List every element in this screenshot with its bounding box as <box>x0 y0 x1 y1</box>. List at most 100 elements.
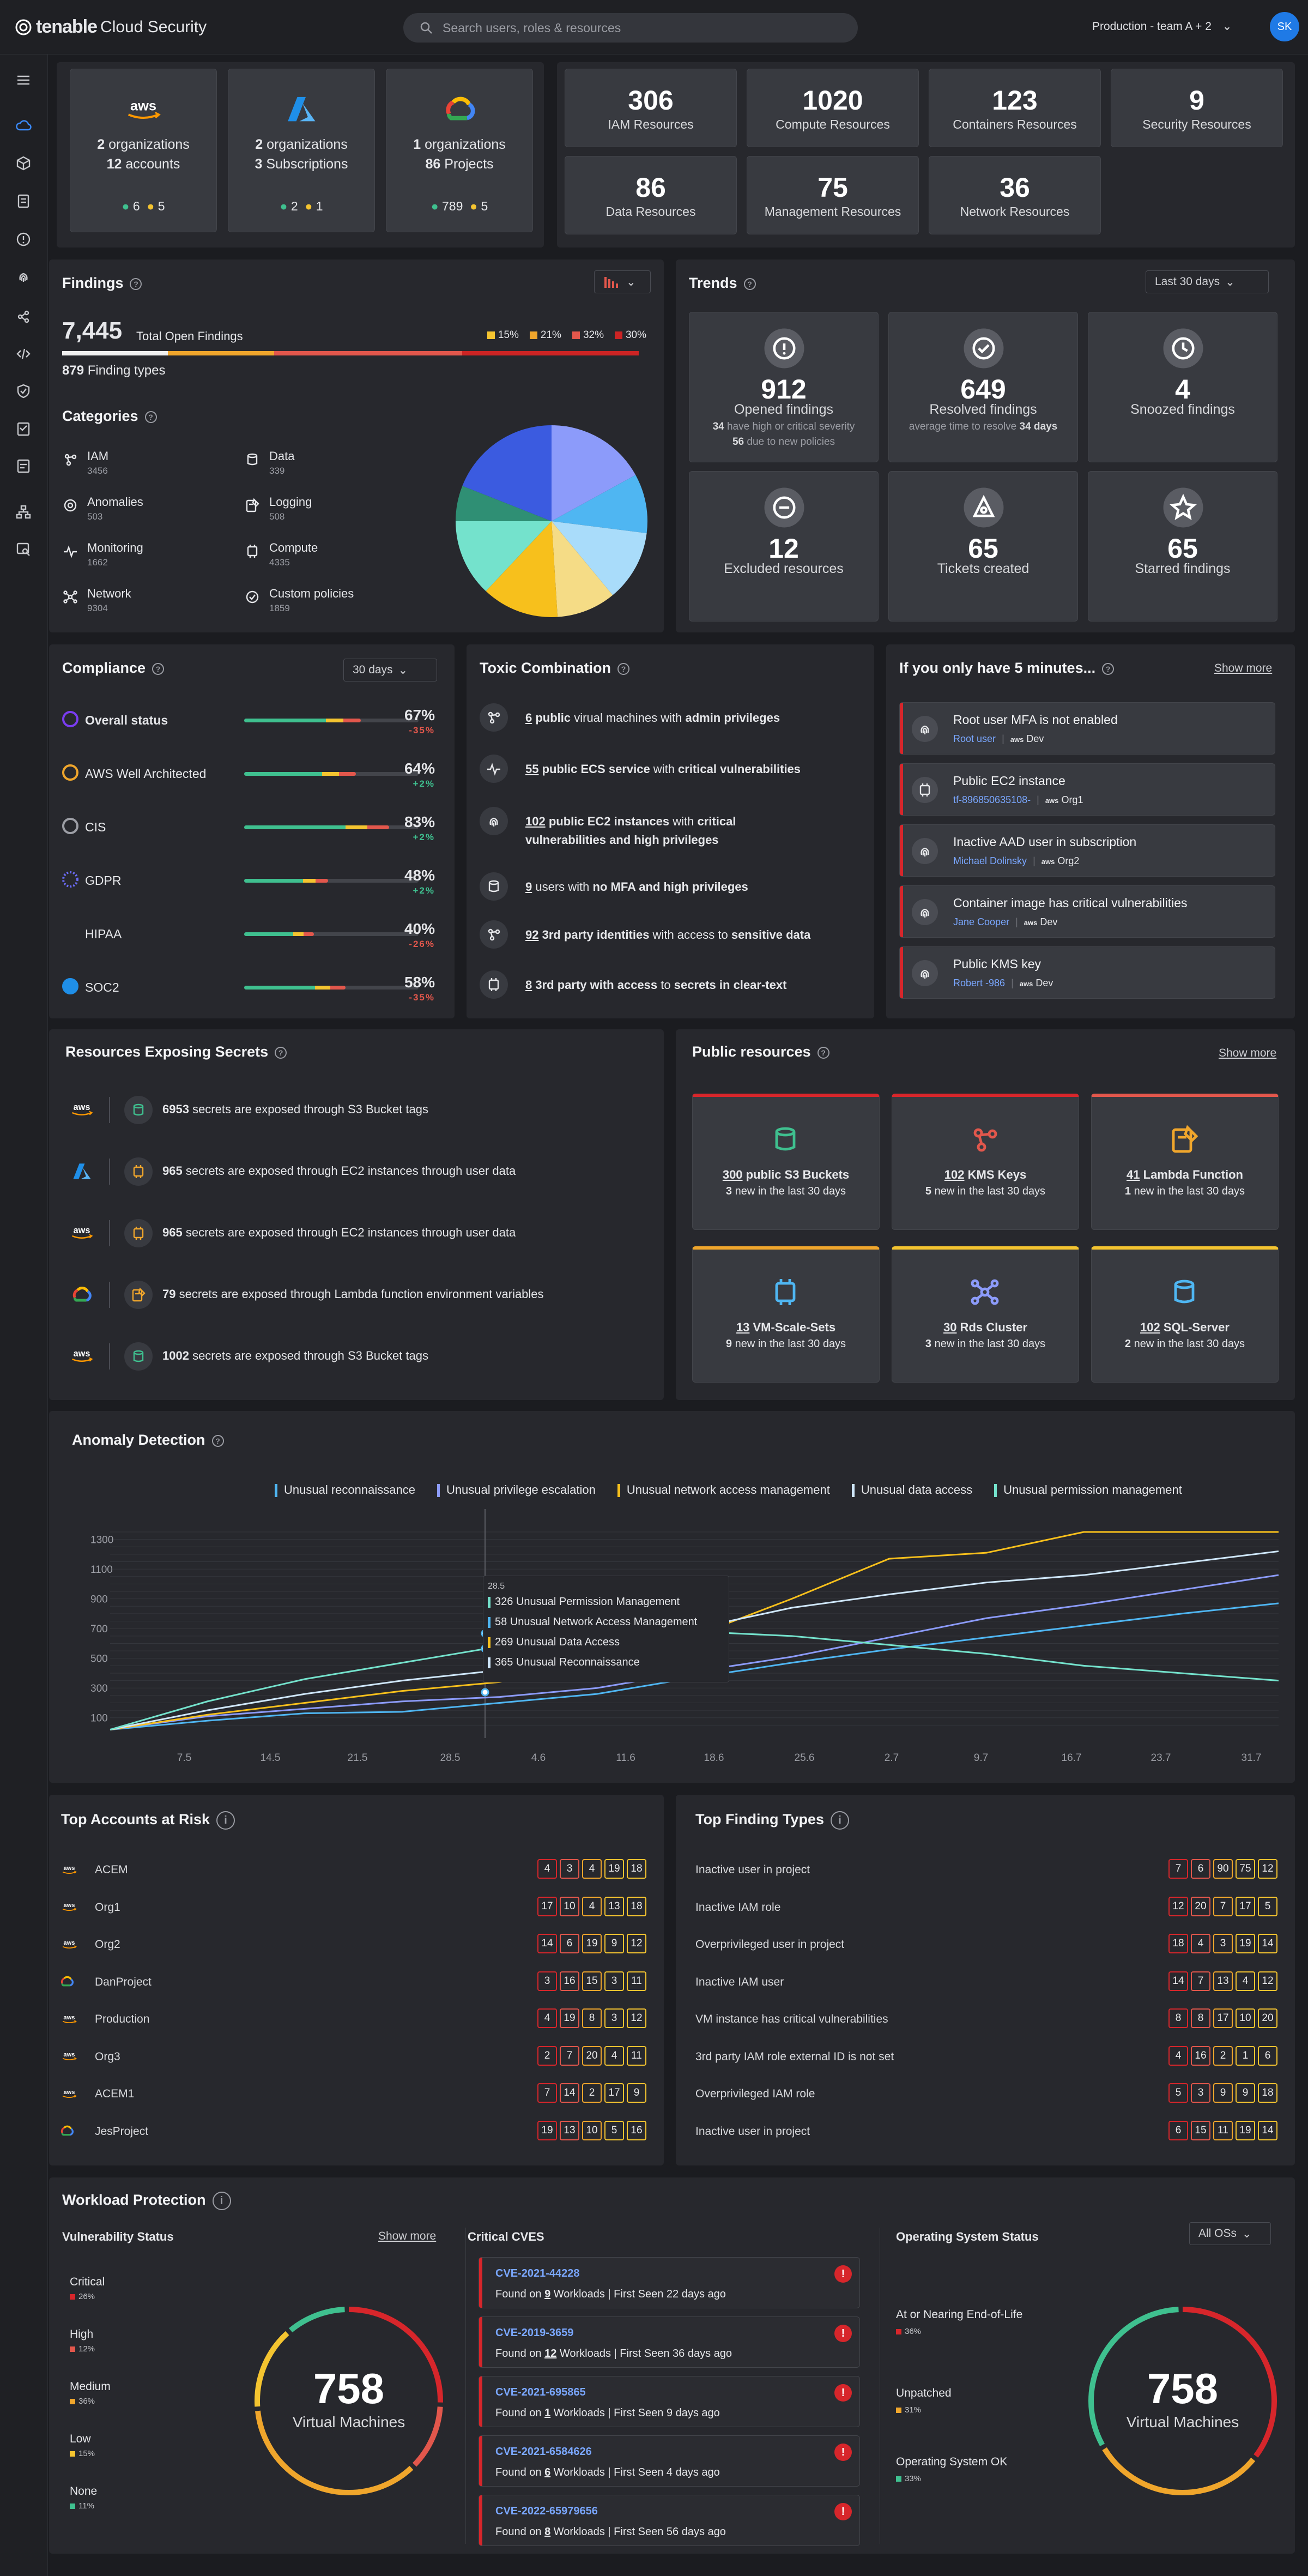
secret-row[interactable]: 965 secrets are exposed through EC2 inst… <box>65 1155 643 1188</box>
severity-count-chip[interactable]: 10 <box>1236 2008 1255 2028</box>
nav-hierarchy-icon[interactable] <box>15 504 32 520</box>
cloud-card-gcp[interactable]: 1 organizations 86 Projects ● 789 ● 5 <box>386 69 533 232</box>
category-anomalies[interactable]: Anomalies 503 <box>62 491 226 527</box>
public-resource-card[interactable]: 41 Lambda Function 1 new in the last 30 … <box>1091 1094 1279 1230</box>
pie-slice[interactable] <box>552 425 636 521</box>
finding_types-row[interactable]: 3rd party IAM role external ID is not se… <box>676 2046 1295 2068</box>
severity-count-chip[interactable]: 12 <box>1258 1859 1277 1879</box>
severity-count-chip[interactable]: 7 <box>537 2083 557 2103</box>
severity-count-chip[interactable]: 19 <box>1236 2120 1255 2140</box>
compliance-row[interactable]: AWS Well Architected 64% +2% <box>49 760 455 789</box>
severity-count-chip[interactable]: 8 <box>582 2008 602 2028</box>
cve-card[interactable]: CVE-2021-44228 Found on 9 Workloads | Fi… <box>479 2257 860 2308</box>
severity-count-chip[interactable]: 12 <box>1168 1896 1188 1916</box>
resource-card[interactable]: 86 Data Resources <box>565 156 737 234</box>
severity-count-chip[interactable]: 10 <box>560 1896 579 1916</box>
trend-card[interactable]: 649 Resolved findings average time to re… <box>888 312 1078 462</box>
category-iam[interactable]: IAM 3456 <box>62 445 226 481</box>
help-icon[interactable]: ? <box>211 1434 224 1447</box>
pie-slice[interactable] <box>456 486 552 521</box>
help-icon[interactable]: ? <box>1102 662 1115 675</box>
help-icon[interactable]: ? <box>817 1046 829 1059</box>
trend-card[interactable]: 65 Tickets created <box>888 471 1078 622</box>
quick-finding[interactable]: Inactive AAD user in subscription Michae… <box>899 824 1275 877</box>
pie-slice[interactable] <box>552 475 647 534</box>
severity-count-chip[interactable]: 15 <box>582 1971 602 1991</box>
os-status-row[interactable]: Unpatched 31% <box>896 2387 952 2415</box>
severity-count-chip[interactable]: 20 <box>1258 2008 1277 2028</box>
accounts-row[interactable]: aws Org3 2 7 20 4 11 <box>49 2046 664 2068</box>
accounts-row[interactable]: aws ACEM1 7 14 2 17 9 <box>49 2083 664 2105</box>
nav-fingerprint-icon[interactable] <box>15 268 32 285</box>
compliance-row[interactable]: GDPR 48% +2% <box>49 867 455 896</box>
pie-slice[interactable] <box>462 425 552 521</box>
severity-count-chip[interactable]: 4 <box>1236 1971 1255 1991</box>
chart-type-dropdown[interactable]: ⌄ <box>594 270 651 293</box>
resource-card[interactable]: 9 Security Resources <box>1111 69 1283 147</box>
compliance-row[interactable]: HIPAA 40% -26% <box>49 920 455 949</box>
nav-report-icon[interactable] <box>15 458 32 474</box>
secret-row[interactable]: aws 965 secrets are exposed through EC2 … <box>65 1217 643 1250</box>
public-resource-card[interactable]: 102 KMS Keys 5 new in the last 30 days <box>892 1094 1079 1230</box>
severity-count-chip[interactable]: 4 <box>537 2008 557 2028</box>
legend-item[interactable]: Unusual privilege escalation <box>437 1483 596 1498</box>
category-data[interactable]: Data 339 <box>244 445 408 481</box>
compliance-row[interactable]: Overall status 67% -35% <box>49 707 455 735</box>
severity-count-chip[interactable]: 6 <box>1258 2046 1277 2066</box>
severity-count-chip[interactable]: 16 <box>1191 2046 1210 2066</box>
severity-count-chip[interactable]: 19 <box>582 1934 602 1953</box>
severity-count-chip[interactable]: 5 <box>604 2120 624 2140</box>
resource-card[interactable]: 75 Management Resources <box>747 156 919 234</box>
severity-count-chip[interactable]: 1 <box>1236 2046 1255 2066</box>
legend-item[interactable]: Unusual network access management <box>617 1483 830 1498</box>
trends-range-dropdown[interactable]: Last 30 days ⌄ <box>1146 270 1269 293</box>
resource-card[interactable]: 306 IAM Resources <box>565 69 737 147</box>
severity-count-chip[interactable]: 6 <box>560 1934 579 1953</box>
severity-count-chip[interactable]: 14 <box>560 2083 579 2103</box>
severity-count-chip[interactable]: 18 <box>627 1896 646 1916</box>
severity-count-chip[interactable]: 18 <box>1258 2083 1277 2103</box>
severity-count-chip[interactable]: 16 <box>560 1971 579 1991</box>
severity-count-chip[interactable]: 6 <box>1191 1859 1210 1879</box>
severity-count-chip[interactable]: 11 <box>1213 2120 1233 2140</box>
finding_types-row[interactable]: Overprivileged IAM role 5 3 9 9 18 <box>676 2083 1295 2105</box>
vuln-severity-row[interactable]: Low 15% <box>70 2433 95 2458</box>
compliance-range-dropdown[interactable]: 30 days ⌄ <box>343 659 437 681</box>
severity-count-chip[interactable]: 6 <box>1168 2120 1188 2140</box>
secret-row[interactable]: aws 6953 secrets are exposed through S3 … <box>65 1094 643 1126</box>
donut-segment[interactable] <box>1088 2307 1277 2495</box>
search-input[interactable]: Search users, roles & resources <box>403 13 858 43</box>
severity-count-chip[interactable]: 10 <box>582 2120 602 2140</box>
vuln-severity-row[interactable]: Medium 36% <box>70 2380 111 2406</box>
nav-scan-icon[interactable] <box>15 541 32 557</box>
category-monitoring[interactable]: Monitoring 1662 <box>62 536 226 572</box>
cve-card[interactable]: CVE-2019-3659 Found on 12 Workloads | Fi… <box>479 2316 860 2368</box>
quick-finding[interactable]: Public EC2 instance tf-896850635108- | a… <box>899 763 1275 816</box>
severity-count-chip[interactable]: 7 <box>1191 1971 1210 1991</box>
severity-count-chip[interactable]: 3 <box>1213 1934 1233 1953</box>
trend-card[interactable]: 4 Snoozed findings <box>1088 312 1277 462</box>
tenable-logo[interactable]: tenable Cloud Security <box>14 16 207 38</box>
severity-count-chip[interactable]: 7 <box>560 2046 579 2066</box>
secret-row[interactable]: 79 secrets are exposed through Lambda fu… <box>65 1278 643 1311</box>
severity-count-chip[interactable]: 17 <box>604 2083 624 2103</box>
severity-count-chip[interactable]: 20 <box>1191 1896 1210 1916</box>
severity-count-chip[interactable]: 14 <box>1258 1934 1277 1953</box>
nav-document-icon[interactable] <box>15 193 32 209</box>
avatar[interactable]: SK <box>1270 12 1299 41</box>
nav-shield-icon[interactable] <box>15 383 32 399</box>
severity-count-chip[interactable]: 17 <box>1236 1896 1255 1916</box>
info-icon[interactable]: i <box>216 1811 235 1830</box>
legend-item[interactable]: Unusual data access <box>851 1483 972 1498</box>
severity-count-chip[interactable]: 3 <box>560 1859 579 1879</box>
info-icon[interactable]: i <box>212 2192 231 2210</box>
finding_types-row[interactable]: Overprivileged user in project 18 4 3 19 14 <box>676 1934 1295 1956</box>
help-icon[interactable]: ? <box>152 662 165 675</box>
os-status-row[interactable]: At or Nearing End-of-Life 36% <box>896 2308 1022 2336</box>
severity-count-chip[interactable]: 12 <box>1258 1971 1277 1991</box>
severity-count-chip[interactable]: 18 <box>627 1859 646 1879</box>
severity-count-chip[interactable]: 12 <box>627 2008 646 2028</box>
public-resource-card[interactable]: 30 Rds Cluster 3 new in the last 30 days <box>892 1246 1079 1383</box>
severity-count-chip[interactable]: 19 <box>537 2120 557 2140</box>
severity-count-chip[interactable]: 4 <box>582 1859 602 1879</box>
